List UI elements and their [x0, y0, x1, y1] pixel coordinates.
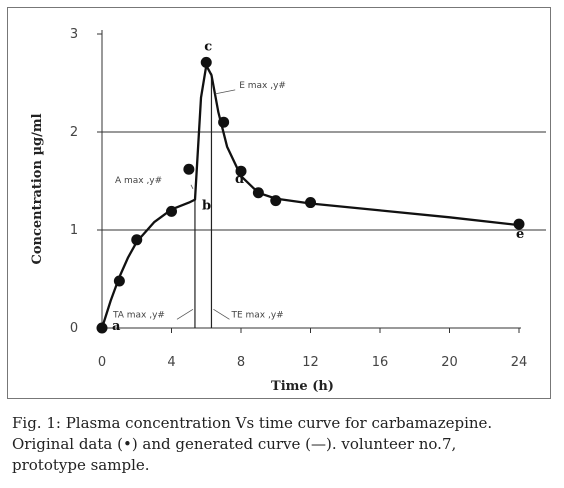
data-point	[218, 116, 230, 128]
data-point	[113, 275, 125, 287]
annotation-label: TE max ,y#	[230, 310, 283, 320]
y-tick-label: 0	[70, 321, 78, 336]
x-tick-label: 8	[237, 355, 245, 370]
generated-curve-line	[100, 64, 520, 329]
point-label-a: a	[112, 319, 121, 334]
annotation-label: A max ,y#	[115, 176, 162, 186]
y-tick-label: 3	[70, 27, 78, 42]
data-point	[270, 195, 282, 207]
point-label-b: b	[202, 199, 211, 214]
data-point	[131, 234, 143, 246]
y-tick-label: 1	[70, 223, 78, 238]
annotation-leader	[215, 89, 236, 95]
x-axis-title: Time (h)	[271, 379, 334, 394]
annotation-leader	[213, 308, 230, 320]
annotation-leader	[176, 308, 194, 320]
annotation-label: TA max ,y#	[112, 310, 165, 320]
point-label-d: d	[235, 172, 244, 187]
data-point	[96, 322, 108, 334]
annotation-label: E max ,y#	[239, 81, 286, 91]
data-point	[252, 187, 264, 199]
figure-caption: Fig. 1: Plasma concentration Vs time cur…	[12, 413, 557, 476]
data-point	[235, 165, 247, 177]
caption-line-3: prototype sample.	[12, 456, 150, 474]
caption-line-1: Fig. 1: Plasma concentration Vs time cur…	[12, 414, 493, 432]
data-point	[200, 56, 212, 68]
x-tick-label: 16	[372, 355, 389, 370]
data-point	[183, 163, 195, 175]
caption-line-2: Original data (•) and generated curve (—…	[12, 435, 457, 453]
point-label-c: c	[204, 39, 212, 54]
x-tick-label: 4	[167, 355, 175, 370]
x-tick-label: 24	[511, 355, 528, 370]
x-tick-label: 20	[441, 355, 458, 370]
y-axis-title: Concentration µg/ml	[30, 113, 45, 264]
x-tick-label: 0	[98, 355, 106, 370]
data-point	[513, 218, 525, 230]
y-tick-label: 2	[70, 125, 78, 140]
x-tick-label: 12	[302, 355, 319, 370]
data-point	[305, 197, 316, 209]
data-point	[166, 205, 177, 217]
annotation-leader	[190, 184, 194, 190]
point-label-e: e	[516, 227, 524, 242]
